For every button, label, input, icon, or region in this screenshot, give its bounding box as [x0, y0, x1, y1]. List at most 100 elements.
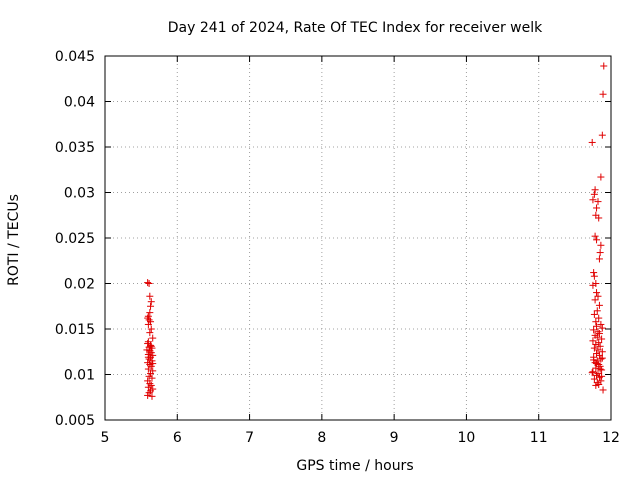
data-point: [597, 320, 605, 328]
x-tick-label: 8: [317, 430, 326, 446]
x-tick-label: 12: [602, 430, 620, 446]
data-point: [593, 360, 601, 368]
data-point: [147, 298, 155, 306]
data-point: [144, 320, 152, 328]
y-tick-label: 0.02: [64, 277, 95, 293]
data-point: [594, 292, 602, 300]
data-point: [144, 312, 152, 320]
y-axis-label: ROTI / TECUs: [6, 194, 22, 286]
data-point: [593, 333, 601, 341]
data-point: [590, 310, 598, 318]
data-point: [588, 138, 596, 146]
data-point: [144, 338, 152, 346]
x-tick-label: 5: [101, 430, 110, 446]
data-point: [146, 347, 154, 355]
data-point: [146, 380, 154, 388]
data-point: [592, 364, 600, 372]
data-points: [143, 62, 608, 400]
data-point: [589, 196, 597, 204]
data-point: [147, 325, 155, 333]
y-tick-label: 0.015: [55, 322, 95, 338]
data-point: [145, 280, 153, 287]
data-point: [590, 269, 598, 277]
data-point: [591, 232, 599, 240]
data-point: [600, 62, 608, 70]
data-point: [589, 281, 597, 289]
data-point: [595, 339, 603, 347]
x-tick-label: 7: [245, 430, 254, 446]
x-tick-label: 10: [458, 430, 476, 446]
data-point: [144, 279, 152, 287]
y-tick-label: 0.045: [55, 49, 95, 65]
data-point: [597, 377, 605, 385]
data-point: [598, 335, 606, 343]
data-point: [595, 381, 603, 389]
data-point: [147, 381, 155, 389]
data-point: [147, 302, 155, 310]
data-point: [595, 330, 603, 338]
y-tick-label: 0.025: [55, 231, 95, 247]
data-point: [595, 255, 603, 263]
data-point: [598, 324, 606, 332]
x-tick-label: 9: [390, 430, 399, 446]
grid: [105, 56, 611, 420]
y-tick-label: 0.01: [64, 368, 95, 384]
x-tick-label: 11: [530, 430, 548, 446]
data-point: [595, 314, 603, 322]
data-point: [594, 198, 602, 206]
data-point: [590, 375, 598, 383]
y-tick-label: 0.04: [64, 95, 95, 111]
data-point: [147, 387, 155, 395]
plot-frame: [104, 55, 612, 421]
x-tick-label: 6: [173, 430, 182, 446]
data-point: [144, 391, 152, 399]
x-tick-labels: 5 6 7 8 9 10 11 12: [101, 430, 620, 446]
data-point: [590, 272, 598, 280]
data-point: [597, 173, 605, 181]
data-point: [599, 90, 607, 98]
data-point: [598, 372, 606, 380]
data-point: [596, 342, 604, 350]
data-point: [592, 318, 600, 326]
data-point: [597, 355, 605, 363]
data-point: [598, 354, 606, 362]
data-point: [144, 314, 152, 322]
data-point: [593, 204, 601, 212]
data-point: [149, 360, 157, 368]
data-point: [598, 366, 606, 374]
data-point: [144, 353, 152, 361]
data-point: [148, 374, 156, 382]
data-point: [144, 383, 152, 391]
data-point: [595, 301, 603, 309]
data-point: [598, 348, 606, 356]
data-point: [144, 365, 152, 373]
data-point: [591, 186, 599, 194]
data-point: [588, 369, 596, 377]
data-point: [146, 329, 154, 337]
data-point: [145, 316, 153, 324]
chart-title: Day 241 of 2024, Rate Of TEC Index for r…: [168, 20, 543, 36]
data-point: [146, 360, 154, 368]
data-point: [144, 340, 152, 348]
data-point: [593, 236, 601, 244]
data-point: [146, 292, 154, 300]
y-tick-label: 0.005: [55, 413, 95, 429]
y-tick-label: 0.03: [64, 186, 95, 202]
data-point: [594, 346, 602, 354]
data-point: [590, 190, 598, 198]
data-point: [594, 328, 602, 336]
y-tick-labels: 0.005 0.01 0.015 0.02 0.025 0.03 0.035 0.04 0.04…: [55, 49, 95, 429]
data-point: [590, 326, 598, 334]
data-point: [598, 131, 606, 139]
data-point: [149, 334, 157, 342]
data-point: [590, 356, 598, 364]
y-tick-label: 0.035: [55, 140, 95, 156]
data-point: [146, 309, 154, 317]
data-point: [593, 350, 601, 358]
data-point: [145, 372, 153, 380]
data-point: [589, 337, 597, 345]
x-axis-label: GPS time / hours: [296, 458, 413, 474]
data-point: [593, 322, 601, 330]
data-point: [593, 307, 601, 315]
data-point: [594, 370, 602, 378]
